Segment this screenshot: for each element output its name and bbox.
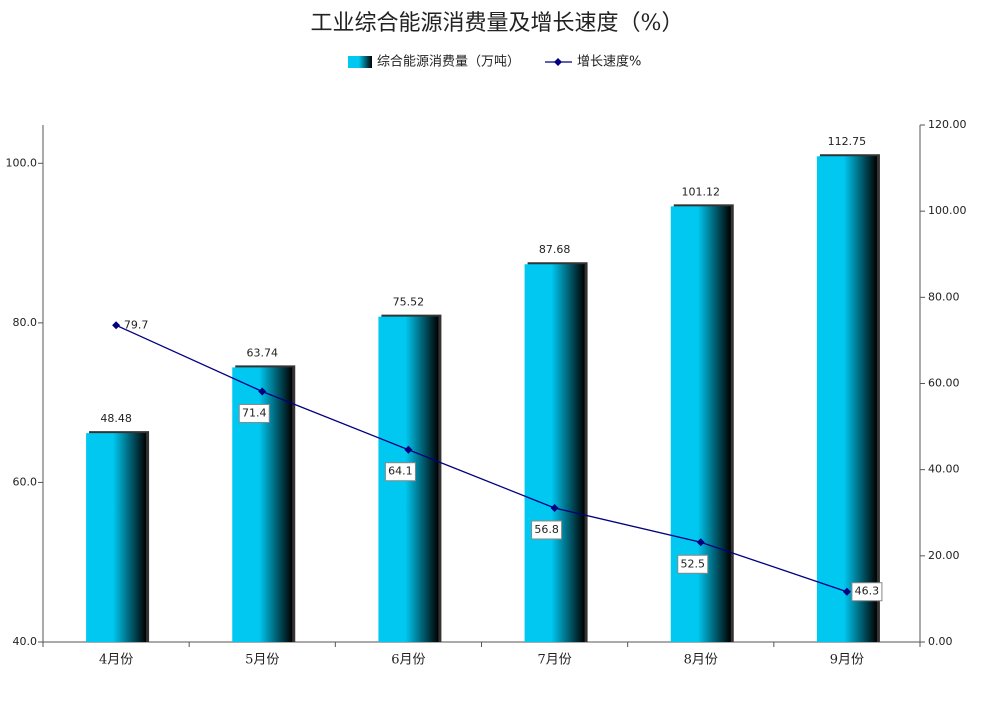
legend-marker (554, 58, 562, 66)
bar (670, 206, 731, 642)
y2-tick-label: 0.00 (928, 635, 953, 648)
line-value-label: 46.3 (855, 585, 880, 598)
bar-value-label: 48.48 (100, 412, 132, 425)
legend-label: 增长速度% (577, 54, 641, 70)
y-tick-label: 60.0 (13, 475, 38, 488)
line (115, 324, 848, 593)
bar-value-label: 75.52 (393, 296, 425, 309)
line-label-box (384, 462, 416, 482)
line-marker (696, 538, 705, 547)
line-marker (112, 321, 121, 330)
y-tick-label: 80.0 (13, 316, 38, 329)
bar (86, 433, 147, 642)
line-marker (404, 445, 413, 454)
bar-value-label: 63.74 (247, 346, 279, 359)
x-tick-label: 4月份 (99, 653, 133, 668)
x-tick-label: 8月份 (684, 653, 718, 668)
bar (524, 264, 585, 642)
x-tick-label: 6月份 (391, 653, 425, 668)
line-value-label: 52.5 (681, 557, 706, 570)
x-tick-label: 9月份 (830, 653, 864, 668)
line-marker (842, 587, 851, 596)
x-tick-label: 5月份 (245, 653, 279, 668)
y-tick-label: 100.0 (6, 156, 38, 169)
bar-value-label: 101.12 (682, 185, 721, 198)
bar-value-label: 87.68 (539, 243, 571, 256)
chart-title: 工业综合能源消费量及增长速度（%） (311, 11, 684, 36)
line-value-label: 64.1 (388, 465, 413, 478)
y2-tick-label: 20.00 (928, 549, 960, 562)
x-tick-label: 7月份 (537, 653, 571, 668)
y2-tick-label: 120.00 (928, 118, 967, 131)
y2-tick-label: 60.00 (928, 377, 960, 390)
line-value-label: 71.4 (242, 406, 267, 419)
legend-swatch (348, 56, 372, 68)
bar-value-label: 112.75 (828, 135, 867, 148)
y-tick-label: 40.0 (13, 635, 38, 648)
y2-tick-label: 80.00 (928, 290, 960, 303)
line-label-box (531, 520, 563, 540)
line-value-label: 79.7 (124, 318, 149, 331)
y2-tick-label: 40.00 (928, 463, 960, 476)
line-label-box (677, 554, 709, 574)
legend-label: 综合能源消费量（万吨） (377, 55, 520, 70)
line-marker (258, 387, 267, 396)
bar (816, 156, 877, 642)
y2-tick-label: 100.00 (928, 204, 967, 217)
line-value-label: 56.8 (534, 523, 559, 536)
line-label-box (851, 582, 883, 602)
line-label-box (238, 403, 270, 423)
line-marker (550, 503, 559, 512)
